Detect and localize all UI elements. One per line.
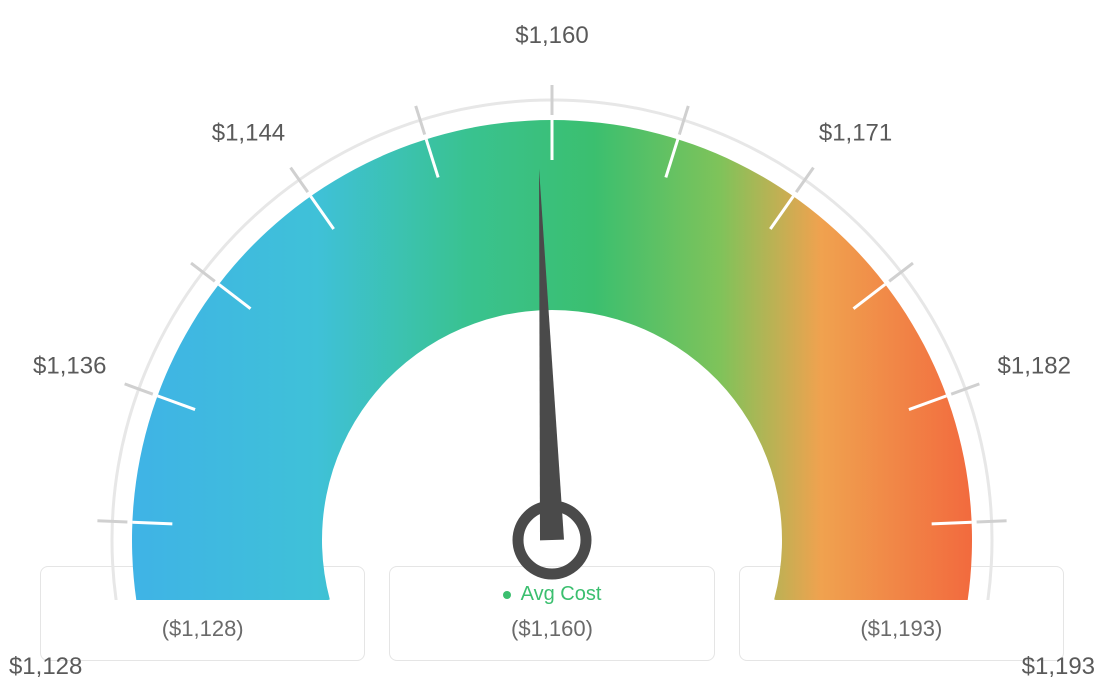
avg-cost-value: ($1,160) bbox=[410, 616, 693, 642]
gauge-tick-label: $1,128 bbox=[9, 653, 82, 681]
gauge-tick-label: $1,160 bbox=[515, 22, 588, 50]
min-cost-value: ($1,128) bbox=[61, 616, 344, 642]
gauge-chart: $1,128$1,136$1,144$1,160$1,171$1,182$1,1… bbox=[0, 0, 1104, 560]
gauge-svg bbox=[0, 40, 1104, 600]
gauge-tick-label: $1,182 bbox=[998, 352, 1071, 380]
max-cost-value: ($1,193) bbox=[760, 616, 1043, 642]
gauge-tick-label: $1,193 bbox=[1022, 653, 1095, 681]
gauge-tick-label: $1,144 bbox=[212, 119, 285, 147]
gauge-tick-label: $1,136 bbox=[33, 352, 106, 380]
gauge-tick-label: $1,171 bbox=[819, 119, 892, 147]
